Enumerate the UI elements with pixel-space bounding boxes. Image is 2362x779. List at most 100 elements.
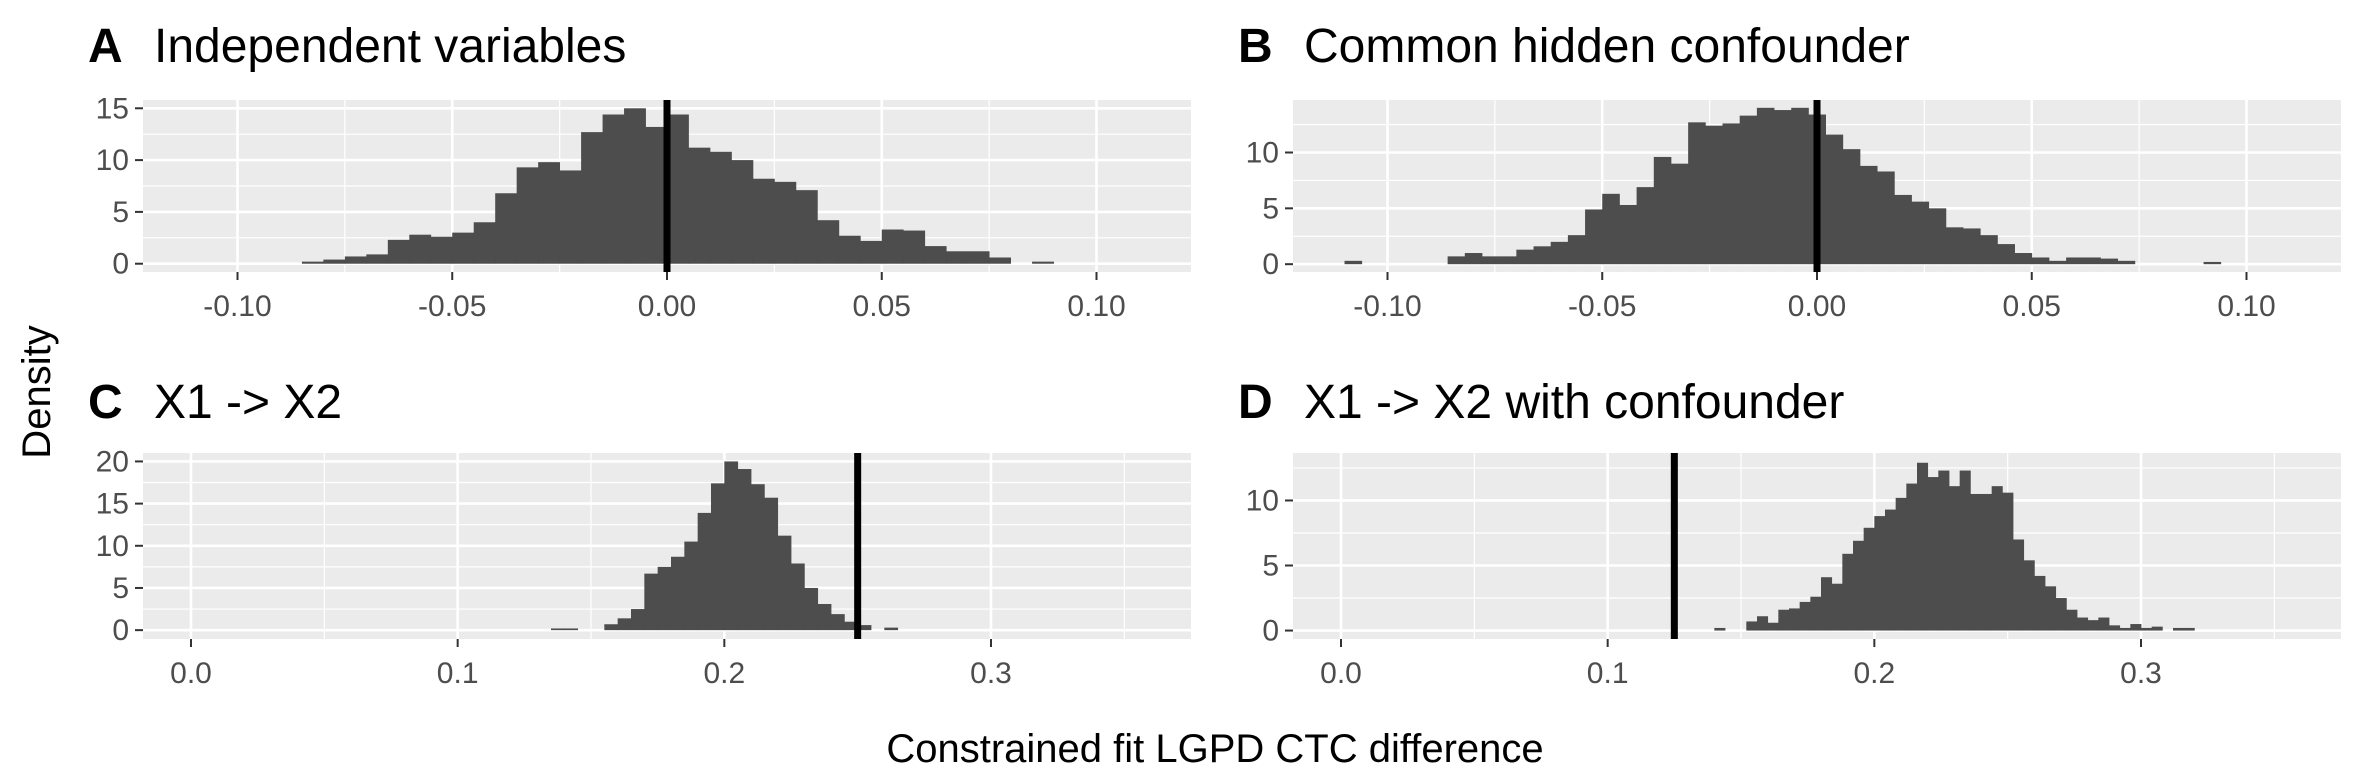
panel-d-bar bbox=[1767, 622, 1779, 631]
panel-d-bar bbox=[1885, 509, 1897, 631]
panel-b-bar bbox=[1928, 208, 1947, 265]
panel-b-x-tick-label: 0.10 bbox=[2217, 290, 2275, 323]
panel-c-bar bbox=[777, 535, 792, 631]
panel-a-x-tick-label: 0.00 bbox=[638, 290, 696, 323]
panel-c-y-tick-label: 10 bbox=[96, 530, 129, 563]
panel-b-bar bbox=[1945, 227, 1964, 265]
panel-b-bar bbox=[2083, 257, 2101, 265]
panel-b-bar bbox=[1980, 235, 1998, 265]
panel-b-bar bbox=[1670, 163, 1689, 265]
panel-c-bar bbox=[551, 628, 565, 631]
panel-d-title: X1 -> X2 with confounder bbox=[1304, 376, 1844, 429]
panel-d-bar bbox=[1949, 486, 1961, 631]
panel-d-bar bbox=[1746, 621, 1758, 631]
panel-b-bar bbox=[1963, 228, 1981, 265]
panel-d-bar bbox=[1981, 493, 1993, 631]
panel-c-y-tick-label: 15 bbox=[96, 488, 129, 521]
panel-a-bar bbox=[709, 151, 732, 264]
panel-b-bar bbox=[1481, 256, 1500, 265]
panel-a-bar bbox=[366, 254, 389, 264]
panel-b-bar bbox=[1499, 256, 1517, 265]
panel-c-bar bbox=[804, 587, 819, 631]
panel-a-bar bbox=[538, 162, 561, 264]
panel-b-bar bbox=[1774, 110, 1792, 265]
panel-a-bar bbox=[667, 114, 689, 264]
panel-c-bar bbox=[604, 624, 619, 631]
panel-a-bar bbox=[731, 160, 754, 264]
panel-a-bar bbox=[323, 259, 346, 264]
panel-a-bar bbox=[817, 220, 840, 264]
panel-a-bar bbox=[495, 193, 518, 264]
panel-d-bar bbox=[2023, 560, 2035, 631]
panel-b-bar bbox=[1516, 249, 1534, 265]
panel-b-bar bbox=[1585, 209, 1603, 265]
panel-a-bar bbox=[860, 240, 883, 264]
panel-d-bar bbox=[1927, 477, 1939, 631]
panel-d-bar bbox=[2066, 609, 2078, 631]
panel-a-y-tick-label: 5 bbox=[112, 196, 129, 229]
panel-d-x-tick-label: 0.1 bbox=[1587, 657, 1629, 690]
panel-b-bar bbox=[1550, 241, 1569, 265]
panel-a-x-tick-label: -0.10 bbox=[203, 290, 271, 323]
panel-a-x-tick-label: -0.05 bbox=[418, 290, 486, 323]
panel-c-x-tick-label: 0.0 bbox=[170, 657, 212, 690]
panel-c-bar bbox=[671, 556, 685, 631]
panel-b-bar bbox=[1619, 204, 1638, 265]
panel-b-bar bbox=[2066, 257, 2084, 265]
panel-b-y-tick-label: 5 bbox=[1262, 192, 1279, 225]
panel-b-bar bbox=[1636, 187, 1655, 265]
panel-c-y-tick-label: 5 bbox=[112, 572, 129, 605]
panel-b-x-tick-label: 0.05 bbox=[2003, 290, 2061, 323]
panel-b-bar bbox=[1447, 256, 1466, 265]
panel-d-bar bbox=[2109, 625, 2121, 631]
panel-b-bar bbox=[1825, 134, 1844, 265]
panel-d-x-tick-label: 0.2 bbox=[1853, 657, 1895, 690]
panel-a: 0 5 10 15 -0.10 -0.05 0.00 0.05 0.10 A Independent… bbox=[88, 20, 1191, 323]
panel-a-bar bbox=[430, 236, 453, 264]
panel-a-title: Independent variables bbox=[154, 20, 626, 73]
panel-a-bar bbox=[301, 261, 324, 264]
panel-d-bar bbox=[2002, 492, 2014, 631]
panel-b: 0 5 10 -0.10 -0.05 0.00 0.05 0.10 B Common hidden… bbox=[1238, 20, 2341, 323]
panel-d-bar bbox=[1831, 583, 1843, 631]
panel-a-bar bbox=[903, 230, 926, 264]
panel-a-bar bbox=[989, 257, 1012, 264]
panel-b-y-tick-label: 10 bbox=[1246, 136, 1279, 169]
panel-d-bar bbox=[2130, 624, 2142, 631]
panel-a-bar bbox=[688, 147, 711, 264]
panel-c-bar bbox=[697, 512, 712, 631]
panel-c-letter: C bbox=[88, 376, 123, 429]
panel-d-bar bbox=[2119, 627, 2131, 631]
panel-d-bar bbox=[1799, 601, 1811, 631]
panel-c-x-tick-label: 0.1 bbox=[437, 657, 479, 690]
panel-d-bar bbox=[1959, 470, 1971, 631]
panel-d-bar bbox=[1991, 486, 2003, 631]
panel-c-bar bbox=[617, 618, 632, 631]
panel-c-x-tick-label: 0.3 bbox=[970, 657, 1012, 690]
panel-c-bar bbox=[657, 566, 672, 631]
panel-b-bar bbox=[1842, 149, 1861, 265]
panel-c: 0 5 10 15 20 0.0 0.1 0.2 0.3 C X1 -> X2 bbox=[88, 376, 1191, 690]
panel-d-bar bbox=[2045, 586, 2057, 631]
panel-d-bar bbox=[1810, 596, 1822, 631]
panel-a-bar bbox=[602, 114, 625, 264]
panel-b-bar bbox=[2117, 260, 2136, 265]
panel-d-bar bbox=[1895, 497, 1907, 631]
panel-a-bar bbox=[624, 108, 646, 264]
panel-a-bar bbox=[559, 170, 582, 264]
panel-b-bar bbox=[1602, 193, 1620, 265]
panel-d-bar bbox=[1778, 609, 1790, 631]
panel-a-bar bbox=[344, 256, 367, 264]
panel-a-bar bbox=[946, 251, 969, 264]
panel-a-bar bbox=[881, 229, 904, 264]
panel-d-bar bbox=[1714, 627, 1726, 631]
panel-b-letter: B bbox=[1238, 20, 1273, 73]
panel-d-bar bbox=[2055, 598, 2067, 631]
panel-b-bar bbox=[1688, 122, 1706, 265]
panel-b-bar bbox=[1653, 156, 1672, 265]
panel-d-bar bbox=[2087, 620, 2099, 631]
panel-b-bar bbox=[1911, 201, 1930, 265]
panel-a-bar bbox=[387, 239, 410, 264]
panel-c-bar bbox=[831, 614, 845, 631]
panel-b-bar bbox=[2203, 261, 2222, 265]
